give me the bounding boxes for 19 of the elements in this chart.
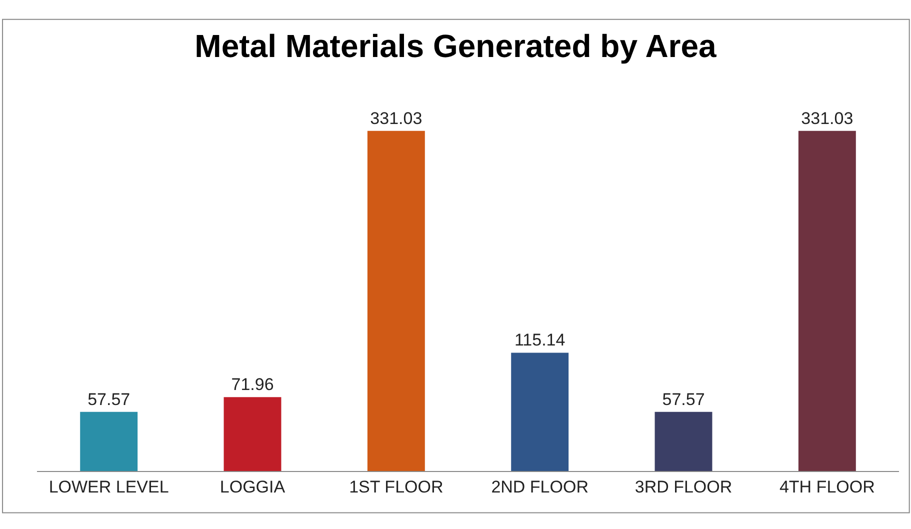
bar	[367, 130, 425, 471]
data-label: 331.03	[801, 108, 854, 128]
data-label: 57.57	[88, 390, 130, 409]
bar	[654, 412, 712, 471]
data-label: 331.03	[370, 108, 422, 128]
x-tick-label: 4TH FLOOR	[779, 477, 875, 496]
data-label: 71.96	[231, 375, 274, 394]
bar	[224, 397, 282, 471]
data-label: 115.14	[514, 330, 566, 350]
data-label: 57.57	[662, 390, 705, 409]
x-tick-label: 2ND FLOOR	[491, 477, 588, 496]
bar	[80, 412, 138, 471]
bar	[511, 352, 569, 471]
x-tick-label: LOGGIA	[220, 477, 286, 496]
chart-title: Metal Materials Generated by Area	[194, 28, 717, 64]
bar	[798, 130, 856, 471]
x-tick-label: LOWER LEVEL	[48, 477, 169, 496]
x-tick-label: 3RD FLOOR	[634, 477, 732, 496]
x-tick-label: 1ST FLOOR	[349, 477, 444, 496]
